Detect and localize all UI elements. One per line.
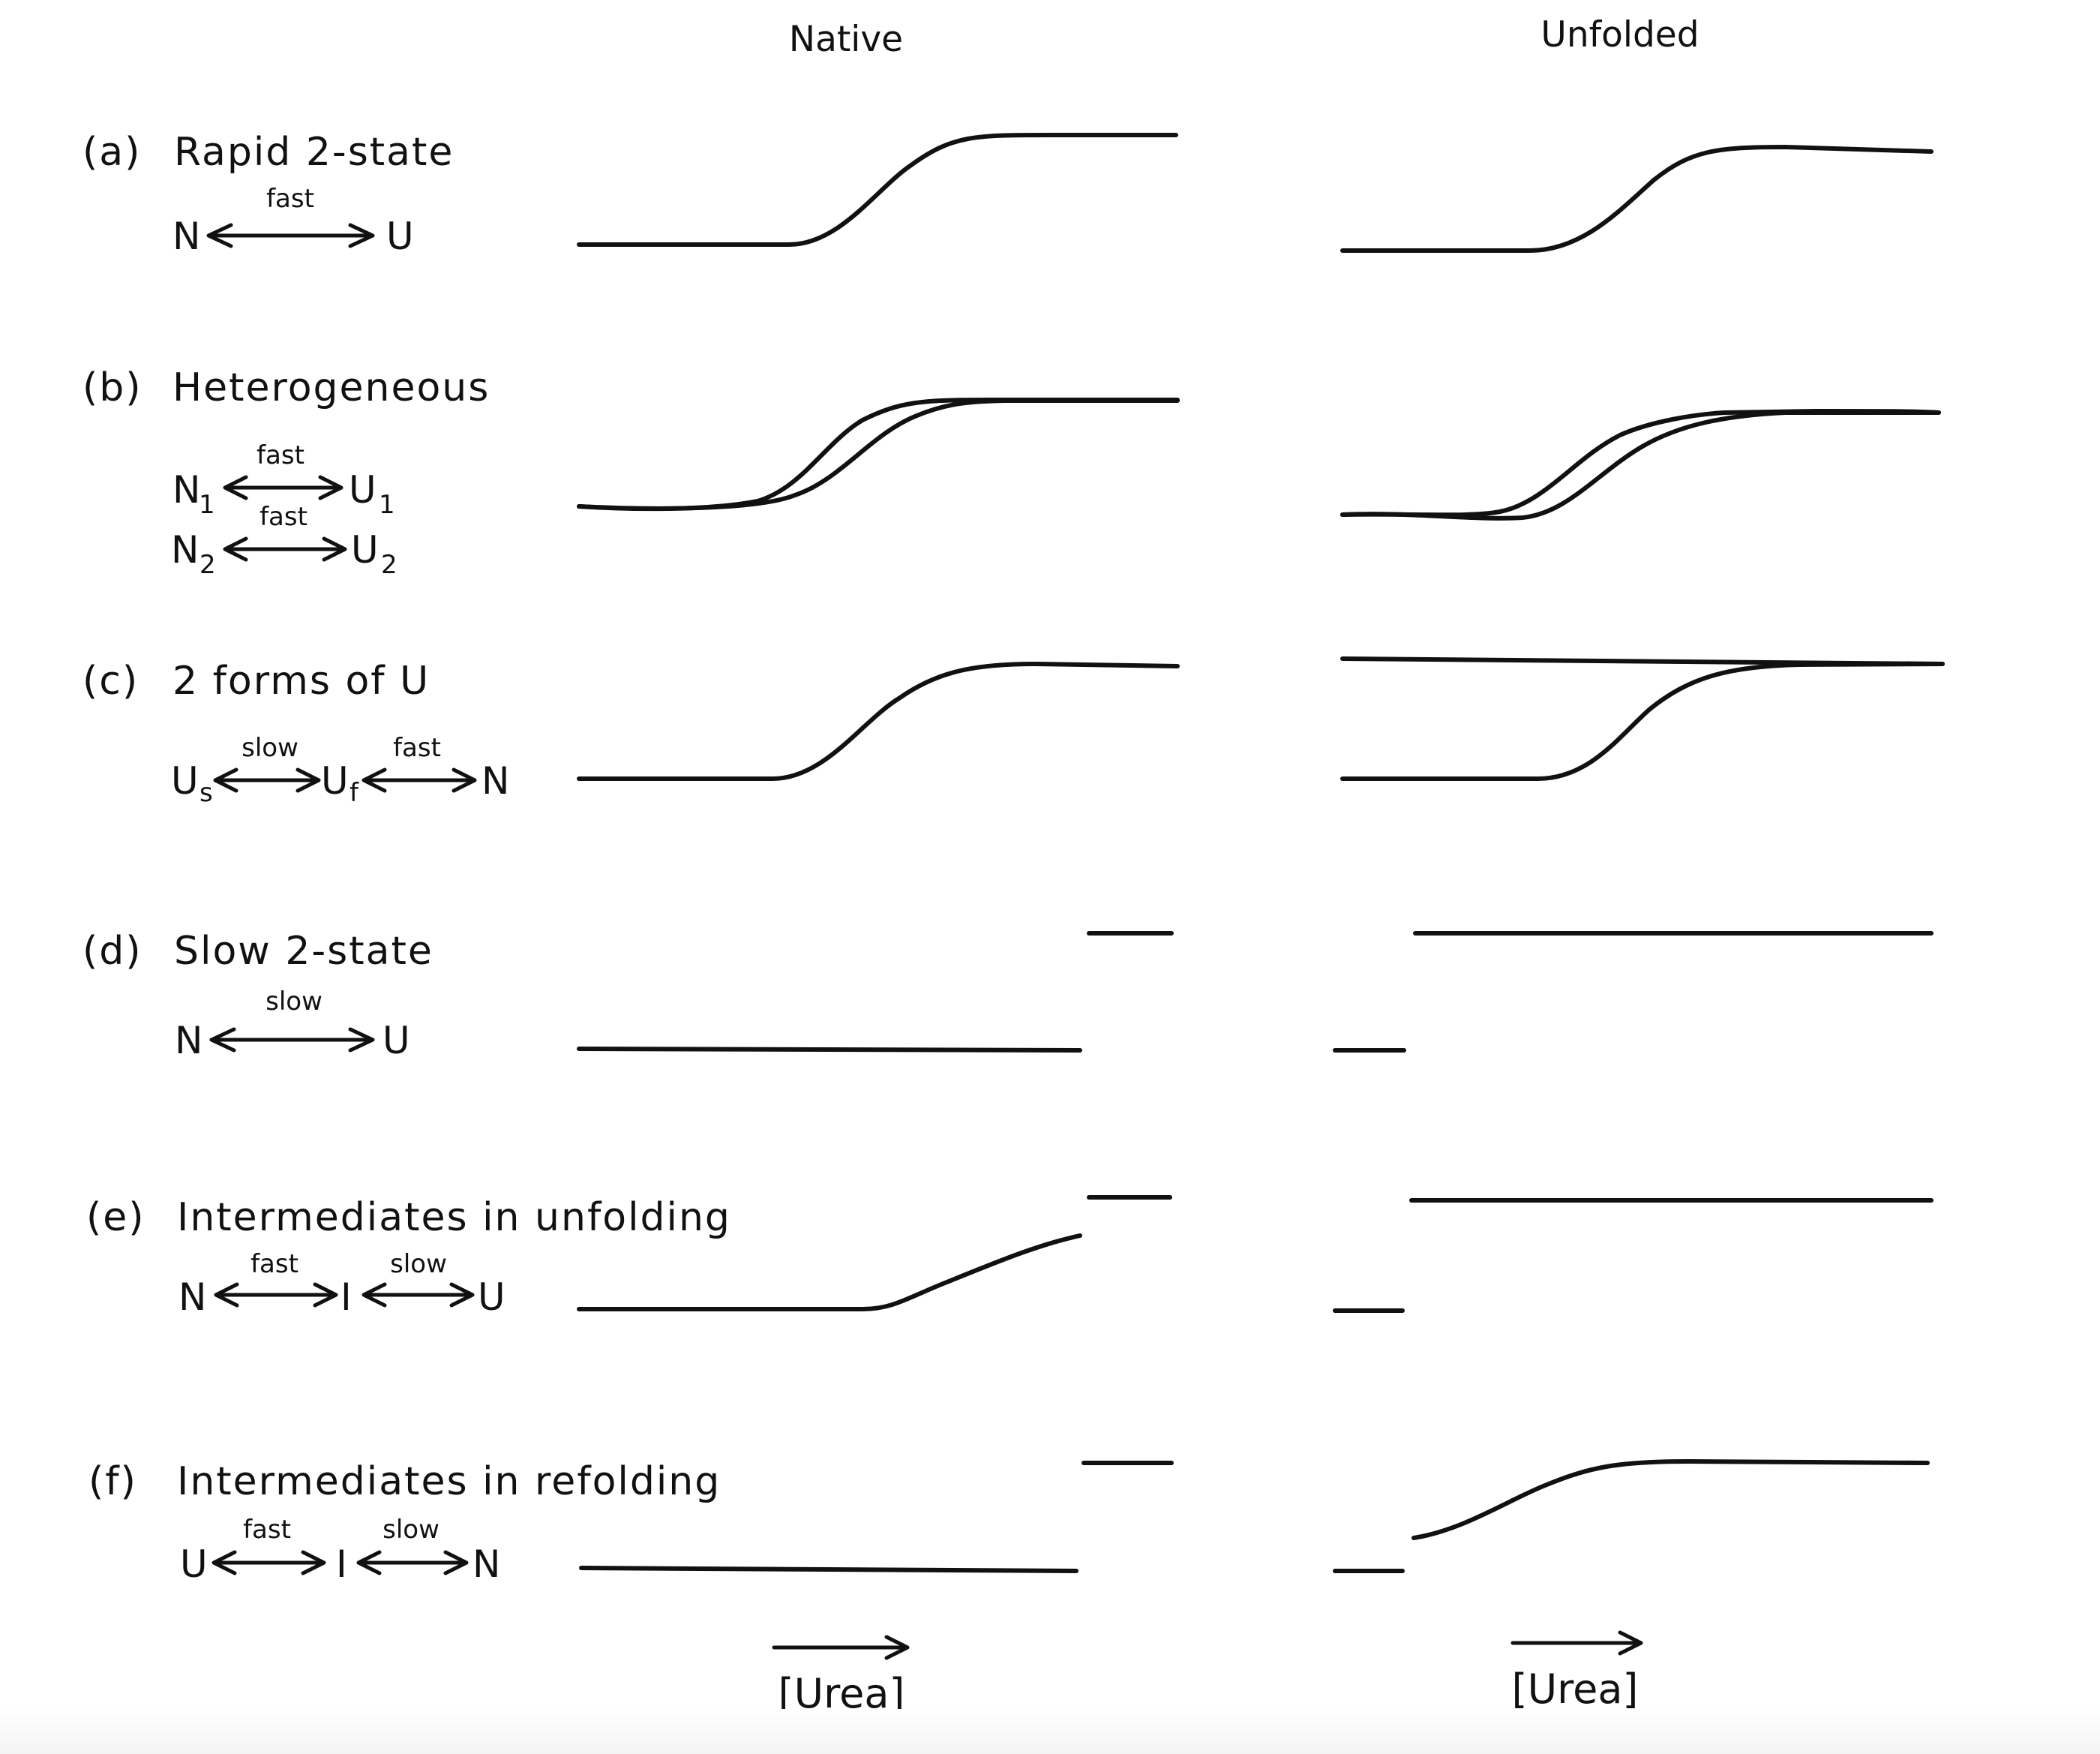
panel-a: (a) Rapid 2-state fast N U	[82, 130, 1934, 258]
unfolded-curve	[1340, 409, 1941, 518]
species-label: N	[482, 759, 509, 803]
rate-label: fast	[256, 440, 304, 470]
species-label: N	[171, 528, 199, 572]
native-curve	[577, 398, 1180, 512]
species-label: U	[351, 528, 379, 572]
species-subscript: 1	[379, 490, 395, 520]
panel-b: (b) Heterogeneous fast N 1 U 1 fast N 2 …	[82, 365, 1941, 580]
native-curve	[577, 662, 1180, 781]
panel-e: (e) Intermediates in unfolding fast slow…	[86, 1195, 1934, 1319]
rate-label: fast	[250, 1249, 298, 1279]
panel-label: (f)	[88, 1459, 137, 1504]
native-curve	[577, 1233, 1082, 1311]
urea-arrow	[1510, 1630, 1643, 1656]
equilibrium-arrow	[362, 1282, 475, 1308]
panel-title: 2 forms of U	[172, 659, 430, 704]
species-label: I	[336, 1542, 347, 1586]
panel-title: Rapid 2-state	[174, 130, 454, 175]
species-label: N	[178, 1275, 206, 1319]
reaction-scheme: slow fast U s U f N	[171, 733, 509, 808]
species-label: U	[478, 1275, 506, 1319]
panel-f: (f) Intermediates in refolding fast slow…	[88, 1459, 1930, 1586]
species-label: U	[321, 759, 349, 803]
reaction-scheme: fast N U	[172, 184, 414, 258]
native-curve	[577, 133, 1178, 247]
panel-c: (c) 2 forms of U slow fast U s U f N	[82, 656, 1945, 808]
panel-label: (a)	[82, 130, 141, 175]
native-curve	[579, 1566, 1078, 1573]
species-label: N	[175, 1019, 202, 1062]
equilibrium-arrow	[213, 767, 321, 793]
unfolded-curve	[1340, 410, 1941, 521]
unfolded-curve	[1340, 145, 1934, 253]
species-label: U	[386, 215, 414, 258]
equilibrium-arrow	[214, 1282, 338, 1308]
panel-title: Slow 2-state	[174, 929, 434, 974]
species-subscript: s	[200, 778, 213, 808]
panel-label: (b)	[82, 365, 142, 410]
species-label: U	[180, 1542, 208, 1586]
panel-title: Heterogeneous	[172, 365, 490, 410]
rate-label: slow	[382, 1515, 440, 1545]
reaction-scheme: fast slow N I U	[178, 1249, 506, 1319]
equilibrium-arrow	[206, 223, 375, 248]
equilibrium-arrow	[223, 475, 344, 500]
panel-label: (c)	[82, 659, 139, 704]
rate-label: slow	[242, 733, 298, 763]
native-curve	[577, 1047, 1082, 1053]
species-label: N	[172, 468, 200, 512]
unfolded-curve	[1412, 1459, 1930, 1540]
species-subscript: 1	[199, 490, 215, 520]
equilibrium-arrow	[362, 767, 477, 793]
species-label: U	[171, 759, 199, 803]
species-label: N	[472, 1542, 500, 1586]
species-label: N	[172, 215, 200, 258]
native-column-title: Native	[789, 19, 903, 60]
species-subscript: 2	[381, 550, 398, 580]
panel-d: (d) Slow 2-state slow N U	[82, 929, 1934, 1062]
species-label: I	[340, 1275, 352, 1319]
panel-title: Intermediates in refolding	[177, 1459, 721, 1504]
reaction-scheme: slow N U	[175, 987, 410, 1062]
species-subscript: f	[350, 778, 359, 808]
bottom-shadow	[0, 1709, 2100, 1754]
rate-label: slow	[266, 987, 322, 1017]
equilibrium-arrow	[212, 1550, 326, 1575]
unfolded-curve	[1340, 662, 1945, 781]
urea-arrow	[772, 1635, 910, 1660]
equilibrium-arrow	[209, 1027, 375, 1053]
panel-label: (e)	[86, 1195, 146, 1240]
urea-label: [Urea]	[1512, 1665, 1639, 1713]
rate-label: fast	[260, 502, 308, 532]
urea-axis-unfolded: [Urea]	[1510, 1630, 1643, 1713]
unfolded-column-title: Unfolded	[1540, 14, 1699, 56]
equilibrium-arrow	[356, 1550, 469, 1575]
rate-label: fast	[393, 733, 441, 763]
equilibrium-arrow	[223, 536, 347, 562]
native-curve	[577, 398, 1180, 511]
rate-label: slow	[390, 1249, 447, 1279]
rate-label: fast	[243, 1515, 291, 1545]
panel-label: (d)	[82, 929, 142, 974]
species-label: U	[349, 468, 376, 512]
rate-label: fast	[266, 184, 314, 214]
species-label: U	[382, 1019, 410, 1062]
reaction-scheme: fast N 1 U 1 fast N 2 U 2	[171, 440, 398, 580]
panel-title: Intermediates in unfolding	[177, 1195, 731, 1240]
urea-axis-native: [Urea]	[772, 1635, 910, 1717]
species-subscript: 2	[200, 550, 216, 580]
reaction-scheme: fast slow U I N	[180, 1515, 500, 1586]
